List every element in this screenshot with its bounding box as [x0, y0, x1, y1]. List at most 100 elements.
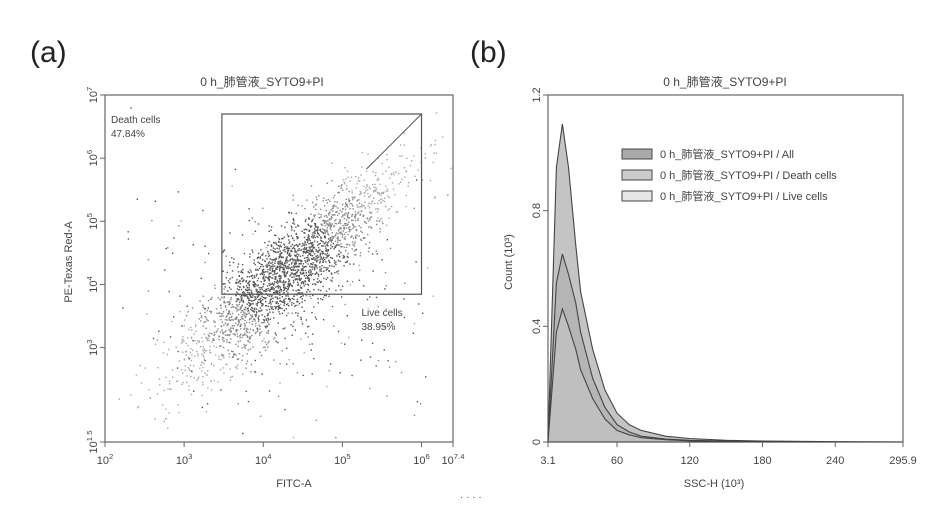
a-scatter-point [378, 193, 381, 196]
a-scatter-point [305, 265, 307, 268]
a-scatter-point [187, 337, 189, 339]
a-scatter-point [250, 276, 253, 278]
a-scatter-point [293, 295, 295, 297]
a-scatter-point [254, 296, 256, 298]
a-scatter-point [260, 272, 263, 274]
a-scatter-point [270, 287, 273, 290]
a-scatter-point [273, 265, 276, 267]
a-scatter-point [307, 284, 310, 286]
b-y-tick-label: 0 [531, 439, 543, 445]
a-scatter-point [298, 278, 301, 281]
a-scatter-point [334, 272, 336, 274]
a-scatter-point [196, 379, 198, 382]
a-scatter-point [277, 322, 279, 324]
a-scatter-point [207, 387, 209, 389]
a-scatter-point [354, 235, 356, 237]
a-scatter-point [267, 294, 269, 296]
a-scatter-point [346, 204, 348, 207]
a-scatter-point [359, 213, 362, 215]
a-scatter-point [291, 229, 293, 231]
a-scatter-point [297, 204, 299, 207]
a-scatter-point [220, 345, 222, 347]
a-scatter-point [305, 277, 307, 279]
a-scatter-point [325, 247, 327, 249]
a-scatter-point [293, 267, 295, 269]
a-scatter-point [388, 217, 390, 219]
a-scatter-point [226, 338, 228, 341]
a-scatter-point [340, 187, 343, 189]
a-scatter-point [234, 168, 237, 171]
a-scatter-point [189, 351, 192, 354]
a-scatter-point [254, 285, 256, 287]
a-scatter-point [400, 371, 403, 374]
a-scatter-point [329, 211, 331, 213]
a-scatter-point [246, 353, 248, 355]
a-scatter-point [219, 345, 221, 347]
a-scatter-point [256, 328, 258, 330]
a-scatter-point [420, 403, 422, 405]
a-scatter-point [309, 265, 311, 267]
a-scatter-point [274, 278, 277, 280]
a-scatter-point [274, 260, 276, 262]
a-scatter-point [384, 288, 386, 290]
a-scatter-point [335, 289, 337, 292]
a-scatter-point [223, 249, 226, 251]
a-scatter-point [385, 170, 387, 172]
a-scatter-point [407, 185, 409, 187]
a-scatter-point [278, 248, 280, 250]
a-scatter-point [259, 334, 261, 336]
a-scatter-point [284, 337, 286, 340]
a-scatter-point [228, 311, 231, 313]
a-y-tick-label-group: 104 [85, 275, 100, 292]
a-scatter-point [283, 304, 285, 306]
a-scatter-point [310, 250, 313, 252]
a-scatter-point [295, 312, 297, 314]
a-scatter-point [210, 310, 213, 313]
a-scatter-point [267, 332, 269, 334]
a-scatter-point [376, 211, 379, 213]
a-scatter-point [219, 298, 221, 301]
a-scatter-point [236, 329, 239, 331]
a-scatter-point [283, 292, 285, 294]
a-scatter-point [263, 280, 265, 282]
a-scatter-point [202, 340, 204, 343]
a-scatter-point [310, 349, 312, 351]
a-scatter-point [442, 136, 444, 138]
a-scatter-point [232, 333, 234, 335]
a-scatter-point [223, 372, 225, 375]
a-scatter-point [256, 296, 259, 298]
a-scatter-point [315, 271, 318, 274]
a-scatter-point [227, 349, 229, 352]
a-scatter-point [154, 418, 156, 420]
a-scatter-point [280, 275, 282, 277]
a-scatter-point [359, 255, 361, 257]
a-scatter-point [239, 279, 241, 282]
a-scatter-point [349, 229, 351, 232]
a-scatter-point [293, 302, 295, 305]
a-scatter-point [273, 289, 275, 291]
a-scatter-point [281, 261, 283, 264]
a-scatter-point [286, 246, 289, 248]
a-scatter-point [226, 319, 228, 321]
a-scatter-point [424, 157, 426, 159]
a-scatter-point [260, 249, 262, 251]
a-scatter-point [365, 222, 368, 224]
a-scatter-point [290, 258, 292, 261]
a-scatter-point [247, 340, 249, 342]
a-scatter-point [254, 221, 256, 223]
a-scatter-point [388, 166, 390, 168]
a-scatter-point [254, 318, 256, 321]
a-scatter-point [201, 394, 203, 397]
a-scatter-point [312, 218, 314, 220]
a-scatter-point [231, 312, 234, 315]
a-scatter-point [250, 295, 252, 298]
a-scatter-point [285, 267, 288, 269]
a-scatter-point [317, 236, 319, 238]
a-scatter-point [292, 279, 295, 282]
a-scatter-point [249, 314, 252, 316]
a-scatter-point [315, 283, 317, 286]
a-scatter-point [339, 239, 341, 242]
a-scatter-point [251, 300, 254, 303]
a-scatter-point [250, 316, 253, 318]
a-scatter-point [305, 261, 307, 263]
